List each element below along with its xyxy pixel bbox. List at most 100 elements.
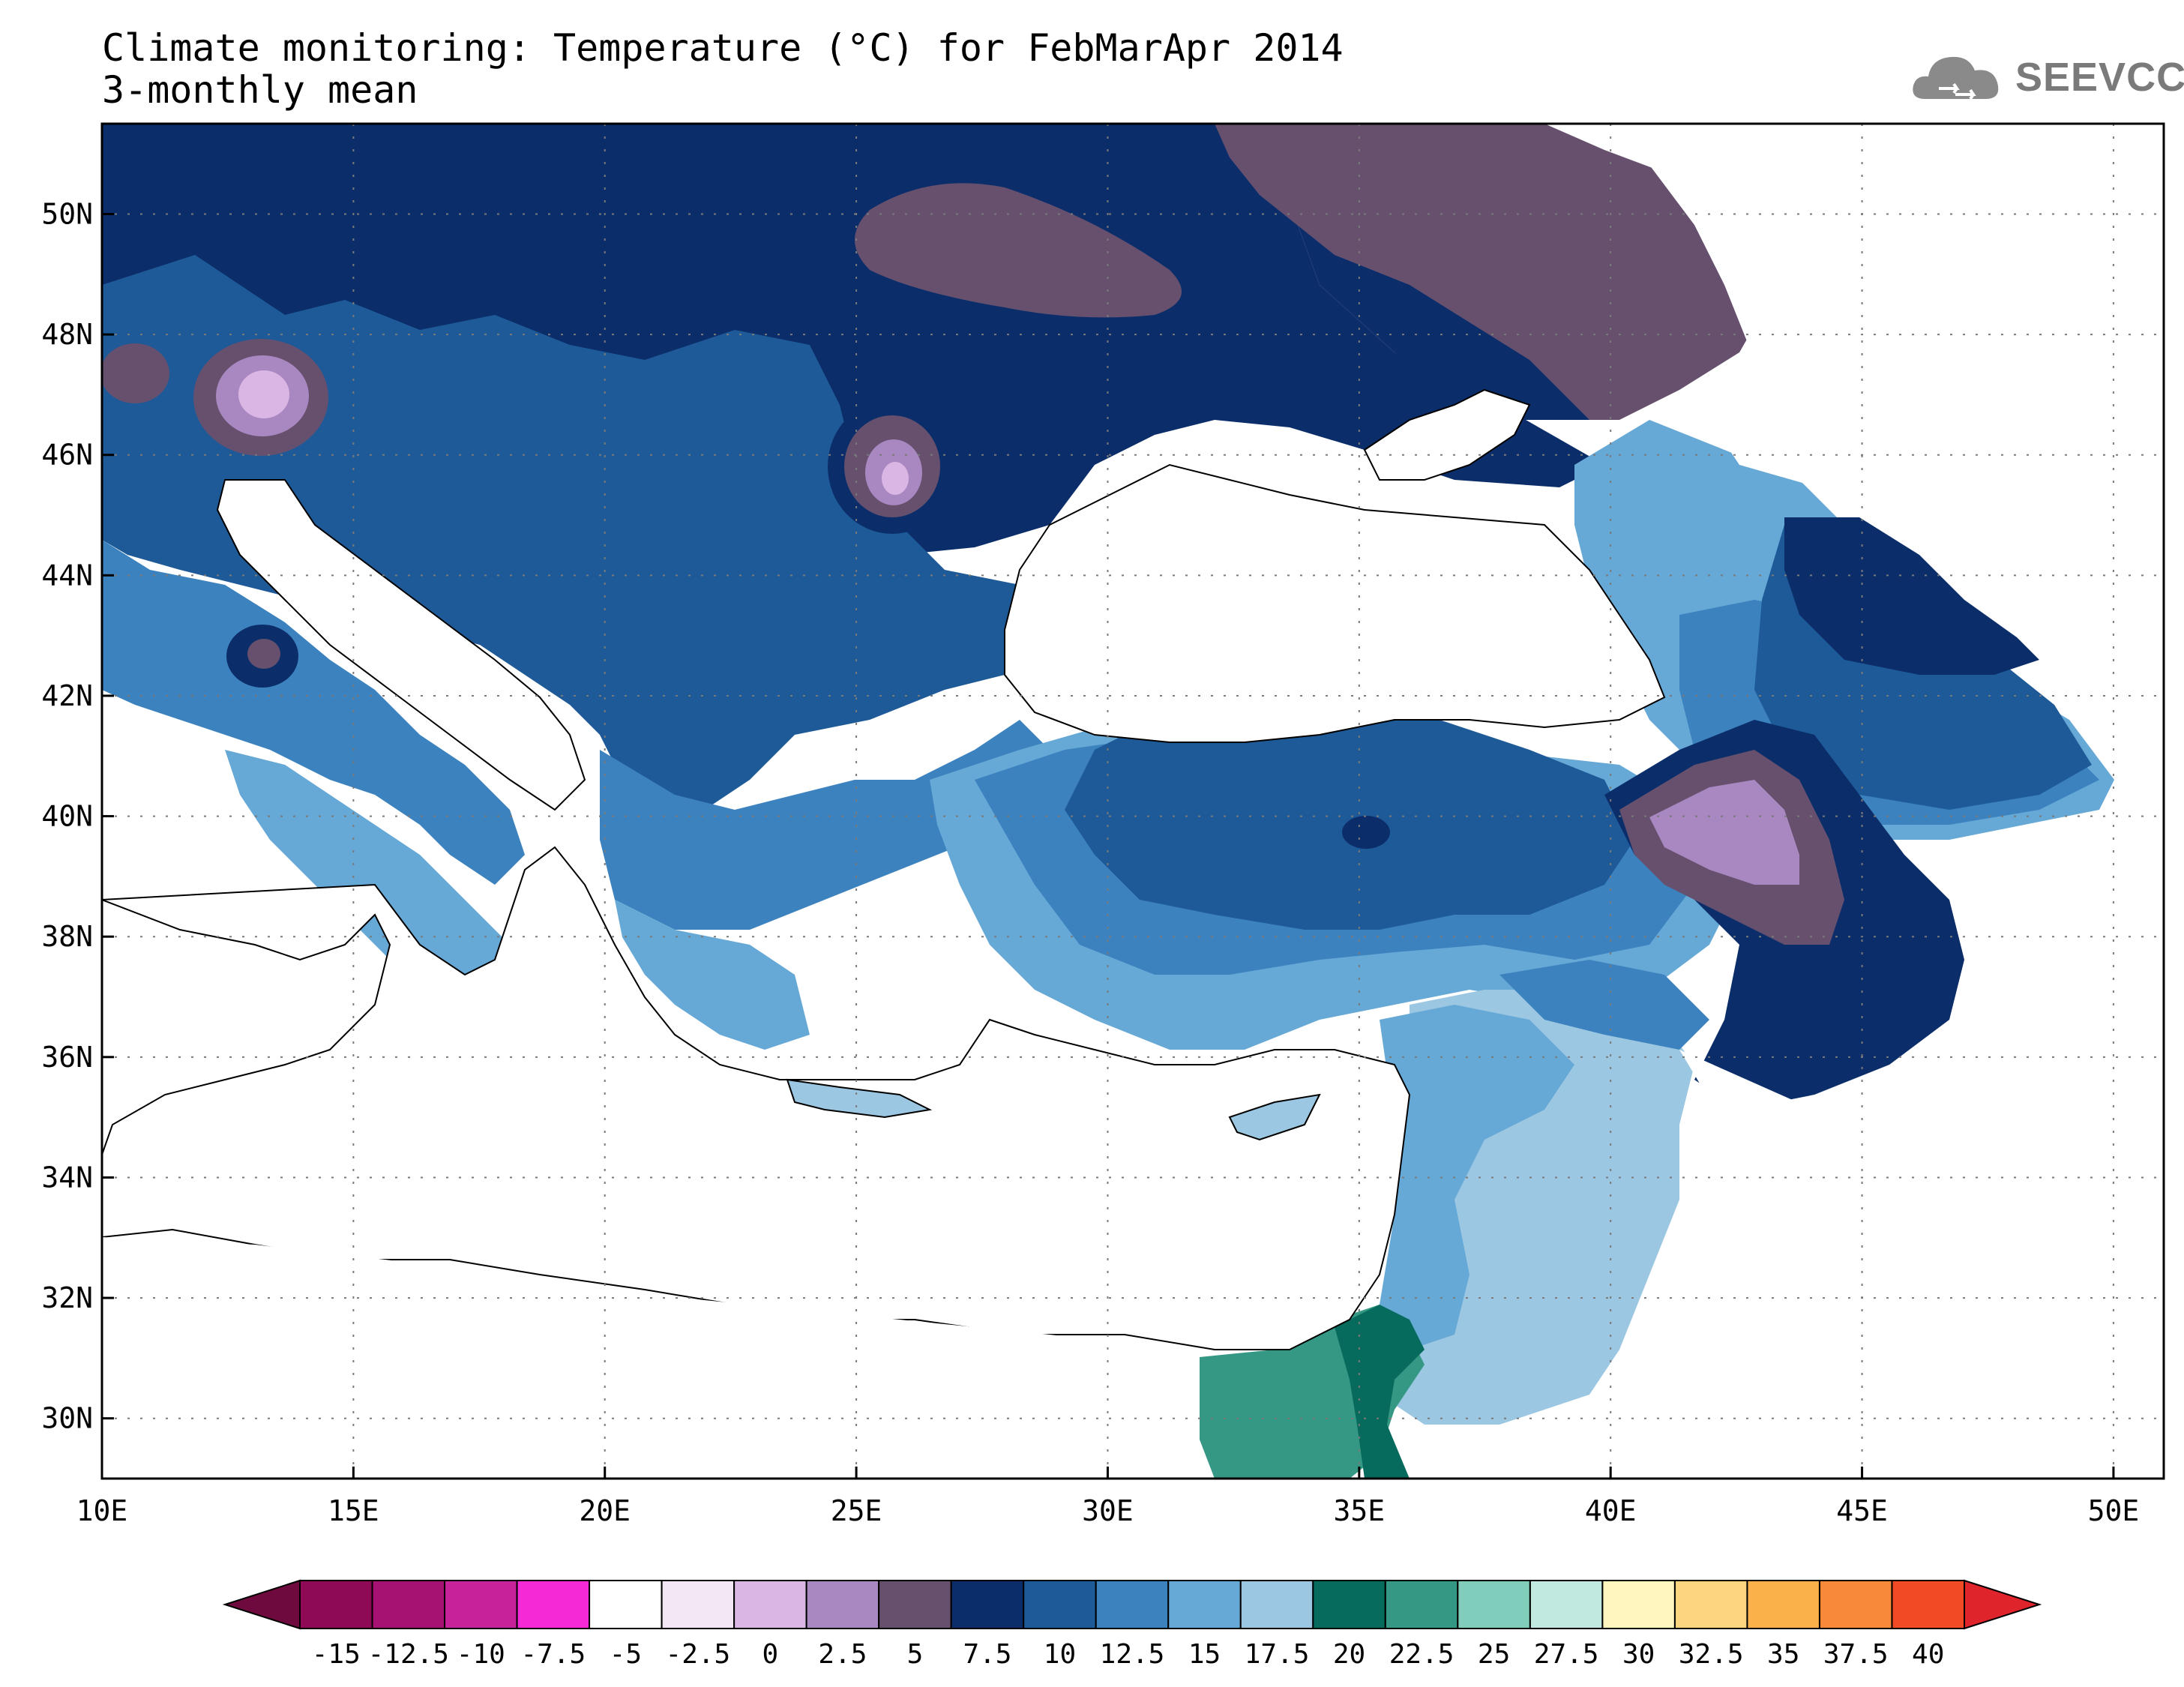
map-axes: 10E 15E 20E 25E 30E 35E 40E 45E 50E 30N 32N 34N 36N 3…	[41, 197, 2139, 1527]
legend-label: 17.5	[1245, 1639, 1310, 1670]
legend-label: 25	[1478, 1639, 1510, 1670]
legend-swatch	[1023, 1580, 1097, 1629]
legend-swatch	[1239, 1580, 1314, 1629]
mediterranean-sea	[102, 846, 1411, 1350]
legend-label: -10	[457, 1639, 505, 1670]
y-tick-label: 44N	[41, 559, 93, 592]
chart-title: Climate monitoring: Temperature (°C) for…	[102, 26, 1344, 70]
legend-label: 35	[1767, 1639, 1799, 1670]
legend-label: 5	[907, 1639, 924, 1670]
legend-label: 27.5	[1534, 1639, 1599, 1670]
contour-0-2.5-east-anatolia	[1649, 780, 1799, 885]
legend-swatch	[1529, 1580, 1604, 1629]
legend-swatch	[1601, 1580, 1676, 1629]
chart-subtitle: 3-monthly mean	[102, 68, 418, 112]
contour-10-12.5-greece	[600, 720, 1050, 930]
legend-swatch	[371, 1580, 446, 1629]
crete	[786, 1078, 933, 1119]
legend-label: 12.5	[1100, 1639, 1165, 1670]
x-tick-label: 15E	[328, 1494, 379, 1527]
seevccc-logo: SEEVCCC	[1910, 46, 2184, 114]
legend-label: -15	[312, 1639, 361, 1670]
cloud-icon	[1913, 56, 1999, 100]
crimea	[1363, 388, 1531, 481]
y-tick-label: 48N	[41, 318, 93, 351]
legend-swatch	[516, 1580, 591, 1629]
legend-label: 30	[1622, 1639, 1655, 1670]
legend-swatch	[1891, 1580, 1966, 1629]
legend-label: -7.5	[520, 1639, 586, 1670]
contour-10-12.5-levant	[1499, 960, 1709, 1050]
y-tick-label: 32N	[41, 1281, 93, 1314]
contour-12.5-15-levant	[1380, 1005, 1574, 1350]
color-legend: -15 -12.5 -10 -7.5 -5 -2.5 0 2.5 5 7.5 10 12.5 15 17.…	[222, 1579, 2042, 1670]
y-tick-label: 46N	[41, 439, 93, 472]
contour-2.5-5-carpathia	[855, 183, 1182, 318]
legend-swatch	[878, 1580, 952, 1629]
legend-swatch	[1095, 1580, 1170, 1629]
legend-swatch	[1167, 1580, 1242, 1629]
black-sea	[1004, 463, 1666, 743]
legend-swatch	[1312, 1580, 1386, 1629]
legend-label: -2.5	[666, 1639, 731, 1670]
legend-label: 0	[762, 1639, 779, 1670]
contour-7.5-10-balkans	[102, 255, 1050, 810]
contour-2.5-5-west-alps	[102, 343, 169, 403]
y-tick-label: 40N	[41, 800, 93, 833]
legend-label: 2.5	[818, 1639, 867, 1670]
contour-7.5-10-turkey	[1065, 705, 1634, 930]
x-tick-label: 25E	[831, 1494, 882, 1527]
legend-swatch	[733, 1580, 807, 1629]
x-tick-label: 35E	[1334, 1494, 1386, 1527]
y-tick-label: 34N	[41, 1161, 93, 1194]
legend-swatch	[1384, 1580, 1459, 1629]
legend-swatch	[1818, 1580, 1893, 1629]
legend-swatch	[589, 1580, 663, 1629]
legend-label: 32.5	[1679, 1639, 1744, 1670]
contour-17.5-20-sinai	[1335, 1305, 1425, 1479]
contour-5-7.5-turkey-center	[1342, 816, 1390, 849]
x-tick-label: 40E	[1585, 1494, 1637, 1527]
map-plot-area	[102, 124, 2164, 1479]
legend-swatch	[444, 1580, 518, 1629]
logo-text: SEEVCCC	[2015, 55, 2184, 100]
contour-5-7.5-caucasus	[1784, 517, 2039, 675]
legend-label: 20	[1333, 1639, 1365, 1670]
legend-swatch	[299, 1580, 373, 1629]
contour-minus2.5-0-carp2	[882, 462, 909, 495]
cyprus	[1228, 1093, 1321, 1141]
x-tick-label: 10E	[76, 1494, 128, 1527]
legend-label: -12.5	[368, 1639, 449, 1670]
legend-label: 40	[1912, 1639, 1944, 1670]
legend-swatch	[1746, 1580, 1820, 1629]
contour-minus2.5-0-alps	[238, 370, 289, 418]
x-tick-label: 50E	[2088, 1494, 2140, 1527]
legend-swatch	[1673, 1580, 1748, 1629]
contour-10-12.5-adriatic	[102, 540, 525, 885]
south-white-area	[102, 1237, 1200, 1479]
legend-swatch	[950, 1580, 1025, 1629]
legend-label: 37.5	[1823, 1639, 1889, 1670]
legend-swatch	[661, 1580, 735, 1629]
contour-2.5-5-apennine	[247, 639, 280, 669]
y-tick-label: 50N	[41, 197, 93, 230]
x-tick-label: 45E	[1836, 1494, 1888, 1527]
plot-frame	[100, 122, 2165, 1480]
north-east-white	[1559, 124, 2164, 525]
y-tick-label: 36N	[41, 1041, 93, 1074]
legend-label: 10	[1044, 1639, 1076, 1670]
legend-label: 15	[1188, 1639, 1221, 1670]
legend-label: 7.5	[963, 1639, 1011, 1670]
legend-label: -5	[610, 1639, 642, 1670]
x-tick-label: 30E	[1082, 1494, 1134, 1527]
legend-low-arrow	[222, 1579, 301, 1630]
adriatic-sea	[216, 479, 586, 811]
y-tick-label: 38N	[41, 920, 93, 953]
y-tick-label: 42N	[41, 679, 93, 712]
southeast-white-area	[1529, 1035, 2164, 1479]
contour-2.5-5-ukraine	[1215, 124, 1769, 420]
x-tick-label: 20E	[579, 1494, 631, 1527]
legend-swatch	[805, 1580, 880, 1629]
legend-high-arrow	[1964, 1579, 2042, 1630]
